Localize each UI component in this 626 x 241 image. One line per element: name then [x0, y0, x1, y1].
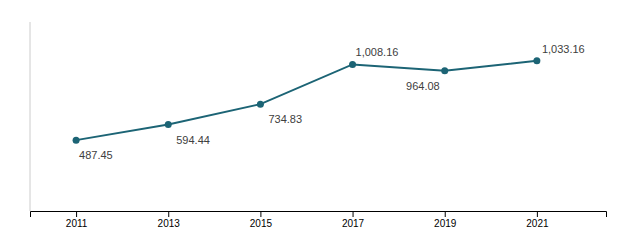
point — [349, 61, 356, 68]
x-tick: 2017 — [342, 211, 365, 229]
x-axis: 2011 2013 2015 2017 2019 2021 — [31, 211, 607, 229]
point — [257, 101, 264, 108]
x-tick-label: 2021 — [526, 218, 549, 229]
x-tick-mark — [168, 211, 169, 217]
data-label: 594.44 — [176, 134, 210, 146]
x-tick: 2013 — [158, 211, 181, 229]
x-tick-mark — [353, 211, 354, 217]
x-tick-mark — [260, 211, 261, 217]
data-label: 964.08 — [406, 80, 440, 92]
x-tick-label: 2019 — [434, 218, 457, 229]
data-labels: 487.45 594.44 734.83 1,008.16 964.08 1,033.16 — [79, 43, 585, 161]
x-axis-line — [31, 212, 607, 218]
data-label: 1,008.16 — [356, 46, 399, 58]
point — [73, 137, 80, 144]
line — [76, 61, 537, 140]
point — [533, 57, 540, 64]
x-tick: 2015 — [250, 211, 273, 229]
y-axis-line — [30, 22, 31, 211]
x-tick-label: 2017 — [342, 218, 365, 229]
x-tick: 2019 — [434, 211, 457, 229]
point — [165, 121, 172, 128]
x-tick: 2021 — [526, 211, 549, 229]
x-tick-mark — [76, 211, 77, 217]
x-tick-mark — [445, 211, 446, 217]
point — [441, 67, 448, 74]
data-label: 1,033.16 — [542, 43, 585, 55]
x-tick-mark — [537, 211, 538, 217]
marks — [73, 57, 541, 143]
plot: 2011 2013 2015 2017 2019 2021 487.45 594.44 734.… — [30, 22, 607, 229]
x-tick: 2011 — [66, 211, 88, 229]
chart: 2011 2013 2015 2017 2019 2021 487.45 594.44 734.… — [0, 0, 626, 241]
x-tick-label: 2015 — [250, 218, 273, 229]
x-tick-label: 2013 — [158, 218, 181, 229]
data-label: 734.83 — [268, 113, 302, 125]
x-tick-label: 2011 — [66, 218, 88, 229]
data-label: 487.45 — [79, 149, 113, 161]
